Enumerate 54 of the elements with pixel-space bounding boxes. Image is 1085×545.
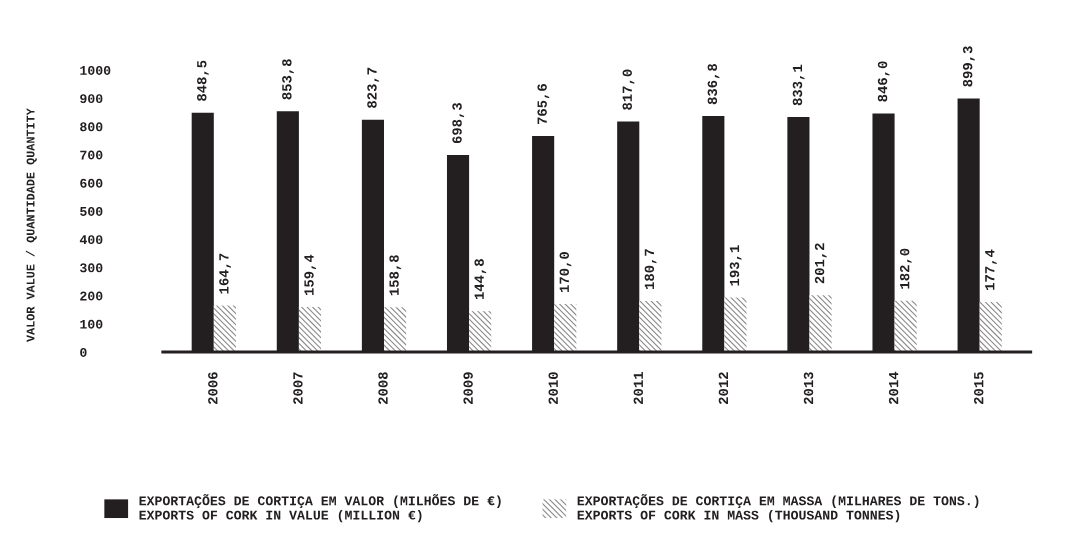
data-label: 159,4: [304, 254, 317, 295]
data-label: 823,7: [367, 67, 379, 108]
data-label: 698,3: [452, 103, 465, 144]
x-tick-label: 2008: [378, 372, 388, 404]
legend-label: EXPORTAÇÕES DE CORTIÇA EM VALOR (MILHÕES DE €) EXPORTS OF CORK IN VALUE (MILLION €): [139, 494, 501, 523]
data-label: 817,0: [622, 69, 635, 110]
y-tick-label: 800: [80, 122, 103, 132]
data-label: 193,1: [729, 245, 742, 286]
y-tick-label: 400: [79, 235, 103, 245]
x-tick-label: 2014: [888, 371, 899, 404]
data-label: 144,8: [474, 259, 487, 300]
data-label: 164,7: [219, 253, 231, 294]
x-tick-label: 2006: [208, 372, 218, 404]
y-tick-label: 600: [80, 178, 103, 188]
x-tick-label: 2007: [293, 372, 303, 404]
data-label: 833,1: [792, 64, 805, 106]
data-label: 170,0: [559, 252, 572, 293]
data-label: 158,8: [389, 255, 402, 296]
bar: [298, 307, 322, 352]
y-tick-label: 100: [80, 319, 103, 329]
y-tick-label: 200: [80, 291, 103, 301]
y-tick-label: 900: [80, 94, 103, 104]
legend-label: EXPORTAÇÕES DE CORTIÇA EM MASSA (MILHARES DE TONS.) EXPORTS OF CORK IN MASS (THOUSAND TONNES): [577, 494, 979, 523]
x-tick-label: 2015: [973, 372, 984, 404]
bar: [384, 307, 407, 352]
data-label: 201,2: [814, 243, 827, 284]
y-axis-title: VALOR VALUE / QUANTIDADE QUANTITY: [25, 108, 37, 342]
y-tick-label: 300: [80, 263, 103, 273]
y-tick-label: 700: [80, 150, 103, 160]
x-tick-label: 2013: [803, 372, 814, 404]
bar: [979, 301, 1002, 352]
bar: [639, 301, 662, 352]
bar: [724, 297, 747, 352]
data-label: 836,8: [707, 63, 720, 105]
data-label: 182,0: [899, 248, 912, 289]
data-label: 853,8: [282, 59, 294, 100]
bar: [469, 311, 492, 352]
data-label: 846,0: [877, 61, 890, 102]
bar: [894, 300, 917, 352]
data-label: 899,3: [962, 46, 975, 87]
x-tick-label: 2009: [463, 372, 473, 404]
data-label: 848,5: [197, 60, 209, 101]
bar: [554, 304, 577, 352]
x-tick-label: 2012: [718, 372, 729, 404]
y-tick-label: 0: [80, 347, 87, 357]
x-tick-label: 2011: [633, 372, 644, 404]
data-label: 765,6: [537, 84, 550, 125]
x-tick-label: 2010: [548, 372, 558, 404]
y-tick-label: 1000: [80, 65, 111, 75]
bar: [213, 305, 236, 352]
data-label: 177,4: [985, 249, 997, 290]
data-label: 180,7: [644, 249, 657, 289]
bar: [809, 295, 832, 352]
y-tick-label: 500: [80, 206, 103, 216]
